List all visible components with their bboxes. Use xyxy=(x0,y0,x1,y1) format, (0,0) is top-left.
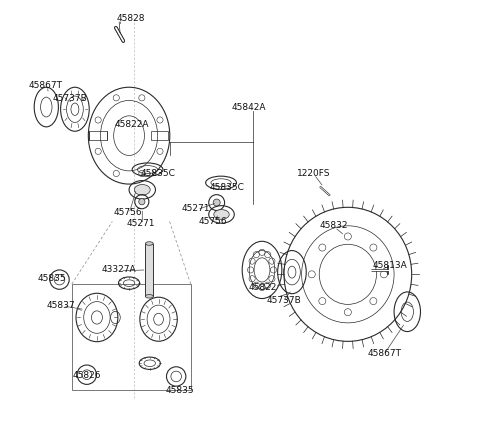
Text: 45737B: 45737B xyxy=(53,94,88,103)
Ellipse shape xyxy=(134,185,150,195)
Text: 45826: 45826 xyxy=(72,371,101,380)
Bar xyxy=(72,284,191,390)
Text: 45835C: 45835C xyxy=(209,183,244,192)
Text: 45835: 45835 xyxy=(165,386,194,396)
Text: 45842A: 45842A xyxy=(231,102,266,112)
Ellipse shape xyxy=(145,242,153,245)
Text: 45822: 45822 xyxy=(249,283,277,292)
Bar xyxy=(89,131,107,140)
Text: 45271: 45271 xyxy=(127,219,156,228)
Bar xyxy=(145,244,153,296)
Text: 43327A: 43327A xyxy=(101,265,136,274)
Text: 45867T: 45867T xyxy=(368,349,402,358)
Ellipse shape xyxy=(145,295,153,298)
Circle shape xyxy=(213,199,220,206)
Text: 45271: 45271 xyxy=(182,204,210,213)
Text: 45835: 45835 xyxy=(37,274,66,283)
Text: 45756: 45756 xyxy=(198,217,227,226)
Text: 45756: 45756 xyxy=(114,208,142,217)
Text: 45837: 45837 xyxy=(46,301,75,310)
Ellipse shape xyxy=(214,210,229,219)
Text: 45867T: 45867T xyxy=(29,81,63,89)
Text: 45835C: 45835C xyxy=(141,169,176,178)
Text: 45813A: 45813A xyxy=(372,261,407,270)
Text: 45828: 45828 xyxy=(117,15,145,23)
Circle shape xyxy=(139,198,145,205)
Text: 1220FS: 1220FS xyxy=(297,169,331,178)
Text: 45737B: 45737B xyxy=(266,296,301,305)
Bar xyxy=(151,131,168,140)
Text: 45832: 45832 xyxy=(319,222,348,230)
Text: 45822A: 45822A xyxy=(115,120,149,129)
